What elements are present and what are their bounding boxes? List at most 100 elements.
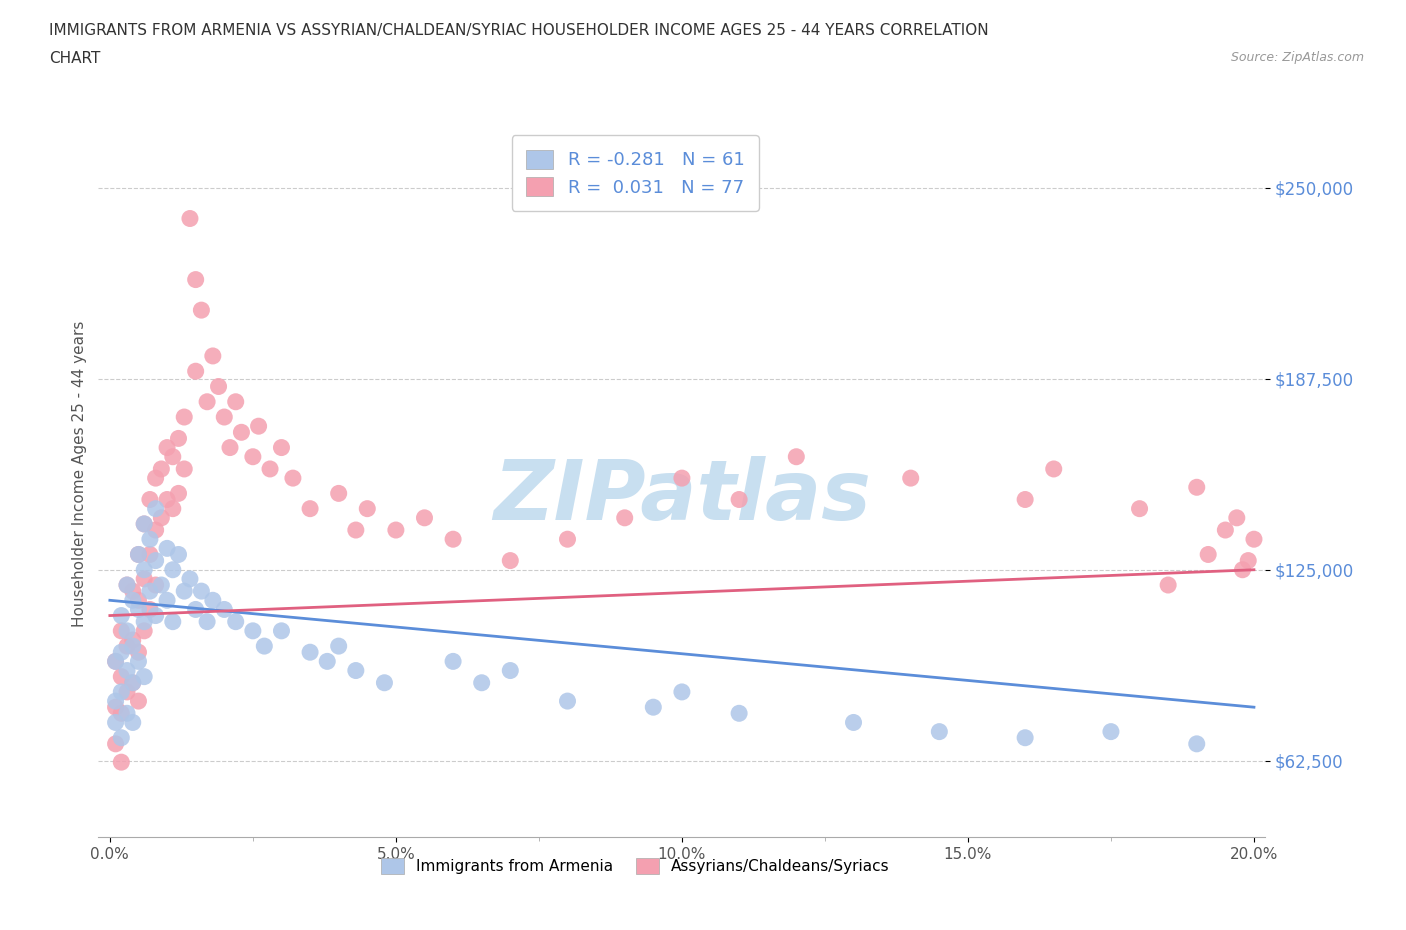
Point — [139, 492, 162, 507]
Point — [643, 699, 665, 714]
Point — [104, 654, 127, 669]
Point — [928, 724, 950, 739]
Point — [167, 547, 190, 562]
Point — [156, 440, 179, 455]
Point — [728, 492, 751, 507]
Point — [145, 501, 167, 516]
Point — [373, 675, 395, 690]
Point — [139, 584, 162, 599]
Point — [671, 684, 693, 699]
Point — [127, 547, 149, 562]
Point — [162, 614, 184, 629]
Point — [127, 694, 149, 709]
Point — [184, 272, 207, 287]
Point — [1237, 553, 1260, 568]
Point — [785, 449, 807, 464]
Point — [115, 663, 138, 678]
Point — [225, 614, 247, 629]
Point — [134, 623, 156, 638]
Point — [134, 516, 156, 531]
Point — [115, 623, 138, 638]
Legend: Immigrants from Armenia, Assyrians/Chaldeans/Syriacs: Immigrants from Armenia, Assyrians/Chald… — [374, 852, 896, 880]
Point — [104, 715, 127, 730]
Point — [145, 523, 167, 538]
Point — [195, 394, 218, 409]
Point — [162, 501, 184, 516]
Point — [134, 614, 156, 629]
Point — [499, 663, 522, 678]
Point — [104, 737, 127, 751]
Text: Source: ZipAtlas.com: Source: ZipAtlas.com — [1230, 51, 1364, 64]
Point — [214, 409, 236, 424]
Point — [121, 675, 143, 690]
Point — [413, 511, 436, 525]
Point — [316, 654, 339, 669]
Point — [145, 471, 167, 485]
Point — [190, 584, 212, 599]
Point — [328, 486, 350, 501]
Point — [195, 614, 218, 629]
Point — [179, 571, 201, 586]
Point — [1042, 461, 1064, 476]
Text: ZIPatlas: ZIPatlas — [494, 456, 870, 537]
Point — [121, 592, 143, 607]
Point — [1157, 578, 1180, 592]
Point — [1243, 532, 1265, 547]
Point — [557, 694, 579, 709]
Point — [231, 425, 253, 440]
Point — [110, 644, 132, 659]
Point — [150, 511, 173, 525]
Point — [104, 699, 127, 714]
Text: CHART: CHART — [49, 51, 101, 66]
Point — [1215, 523, 1237, 538]
Point — [328, 639, 350, 654]
Point — [441, 532, 464, 547]
Point — [214, 602, 236, 617]
Point — [139, 532, 162, 547]
Point — [150, 461, 173, 476]
Point — [110, 623, 132, 638]
Point — [115, 578, 138, 592]
Point — [173, 409, 195, 424]
Point — [385, 523, 408, 538]
Point — [115, 706, 138, 721]
Point — [471, 675, 494, 690]
Point — [242, 449, 264, 464]
Point — [219, 440, 242, 455]
Point — [557, 532, 579, 547]
Point — [1014, 492, 1036, 507]
Point — [190, 302, 212, 317]
Point — [115, 639, 138, 654]
Point — [110, 706, 132, 721]
Point — [127, 547, 149, 562]
Point — [242, 623, 264, 638]
Point — [134, 563, 156, 578]
Point — [247, 418, 270, 433]
Point — [162, 449, 184, 464]
Point — [1226, 511, 1249, 525]
Point — [499, 553, 522, 568]
Point — [299, 644, 322, 659]
Point — [104, 694, 127, 709]
Point — [1232, 563, 1254, 578]
Point — [225, 394, 247, 409]
Point — [173, 584, 195, 599]
Point — [1128, 501, 1150, 516]
Point — [134, 516, 156, 531]
Point — [127, 644, 149, 659]
Point — [356, 501, 378, 516]
Point — [207, 379, 229, 394]
Point — [139, 547, 162, 562]
Point — [145, 608, 167, 623]
Point — [842, 715, 865, 730]
Point — [167, 486, 190, 501]
Point — [127, 654, 149, 669]
Point — [900, 471, 922, 485]
Point — [134, 571, 156, 586]
Point — [121, 632, 143, 647]
Point — [344, 663, 367, 678]
Text: IMMIGRANTS FROM ARMENIA VS ASSYRIAN/CHALDEAN/SYRIAC HOUSEHOLDER INCOME AGES 25 -: IMMIGRANTS FROM ARMENIA VS ASSYRIAN/CHAL… — [49, 23, 988, 38]
Point — [671, 471, 693, 485]
Point — [115, 578, 138, 592]
Point — [121, 675, 143, 690]
